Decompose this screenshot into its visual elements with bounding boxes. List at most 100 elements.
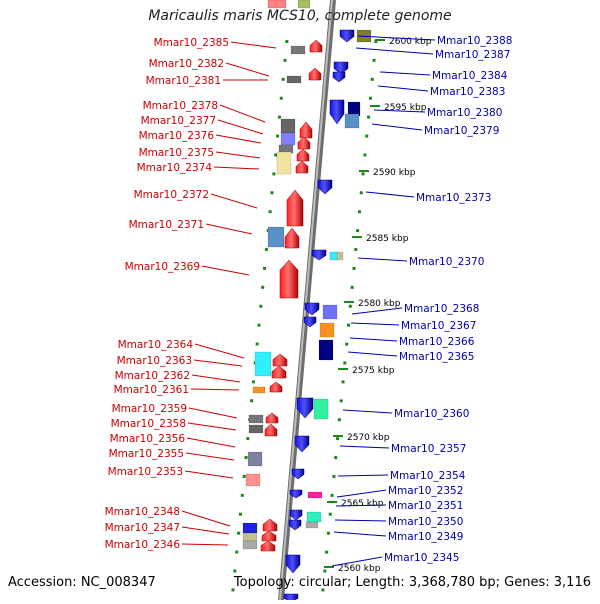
gene-leader-line xyxy=(357,35,436,41)
gene-block xyxy=(306,511,322,523)
gene-block xyxy=(305,521,319,529)
gene-label-12[interactable]: Mmar10_2364 xyxy=(118,339,194,351)
gene-label-22[interactable]: Mmar10_2347 xyxy=(105,522,180,534)
gene-block xyxy=(280,118,296,134)
backbone-highlight xyxy=(279,0,333,601)
gene-label-right-7[interactable]: Mmar10_2373 xyxy=(416,192,491,204)
gene-label-20[interactable]: Mmar10_2353 xyxy=(108,466,183,478)
forward-gene-arrow xyxy=(296,148,310,162)
gene-label-right-14[interactable]: Mmar10_2357 xyxy=(391,443,466,455)
gene-leader-line xyxy=(181,510,231,527)
gene-label-10[interactable]: Mmar10_2371 xyxy=(129,219,204,231)
gene-label-6[interactable]: Mmar10_2376 xyxy=(139,130,215,142)
gene-label-21[interactable]: Mmar10_2348 xyxy=(105,506,180,518)
gene-label-right-20[interactable]: Mmar10_2345 xyxy=(384,552,459,564)
gene-label-right-19[interactable]: Mmar10_2349 xyxy=(388,531,463,543)
ruler-tick-label: 2585 kbp xyxy=(366,234,409,244)
genome-summary: Topology: circular; Length: 3,368,780 bp… xyxy=(233,575,591,590)
forward-gene-arrow xyxy=(284,227,300,249)
gene-block xyxy=(267,0,287,9)
gene-leader-line xyxy=(205,223,253,235)
ruler-tick-label: 2560 kbp xyxy=(338,564,381,574)
gene-label-right-8[interactable]: Mmar10_2370 xyxy=(409,256,484,268)
gene-leader-line xyxy=(336,489,387,498)
gene-label-13[interactable]: Mmar10_2363 xyxy=(117,355,192,367)
ruler-tick-label: 2595 kbp xyxy=(384,103,427,113)
gene-block xyxy=(319,322,335,338)
gene-label-right-3[interactable]: Mmar10_2384 xyxy=(432,70,508,82)
gene-label-right-2[interactable]: Mmar10_2387 xyxy=(435,49,510,61)
gene-block xyxy=(280,132,296,146)
gene-label-23[interactable]: Mmar10_2346 xyxy=(105,539,181,551)
gene-label-right-1[interactable]: Mmar10_2388 xyxy=(437,35,512,47)
gene-block xyxy=(313,398,329,420)
gene-label-8[interactable]: Mmar10_2374 xyxy=(137,162,213,174)
gene-leader-line xyxy=(188,407,238,419)
reverse-gene-arrow xyxy=(291,468,305,480)
forward-gene-arrow xyxy=(264,423,278,437)
gene-label-right-10[interactable]: Mmar10_2367 xyxy=(401,320,476,332)
gene-label-right-17[interactable]: Mmar10_2351 xyxy=(388,500,463,512)
reverse-gene-arrow xyxy=(317,179,333,195)
gene-label-right-5[interactable]: Mmar10_2380 xyxy=(427,107,502,119)
forward-gene-arrow xyxy=(299,121,313,139)
gene-leader-line xyxy=(355,47,434,55)
gene-label-1[interactable]: Mmar10_2385 xyxy=(154,37,229,49)
accession-label: Accession: NC_008347 xyxy=(8,575,156,590)
gene-leader-line xyxy=(351,307,403,315)
gene-label-14[interactable]: Mmar10_2362 xyxy=(115,370,190,382)
left-strand-features: Mmar10_2385 Mmar10_2382 Mmar10_2381 Mmar10_… xyxy=(105,37,277,551)
gene-label-4[interactable]: Mmar10_2378 xyxy=(143,100,218,112)
gene-label-5[interactable]: Mmar10_2377 xyxy=(141,115,216,127)
gene-leader-line xyxy=(201,265,250,276)
gene-leader-line xyxy=(186,437,236,448)
gene-block xyxy=(322,304,338,320)
gene-label-right-18[interactable]: Mmar10_2350 xyxy=(388,516,463,528)
forward-gene-arrow xyxy=(308,67,322,81)
gene-label-19[interactable]: Mmar10_2355 xyxy=(109,448,184,460)
gene-label-right-15[interactable]: Mmar10_2354 xyxy=(390,470,466,482)
reverse-gene-arrow xyxy=(285,554,301,574)
gene-label-16[interactable]: Mmar10_2359 xyxy=(112,403,187,415)
ruler-tick-label: 2580 kbp xyxy=(358,299,401,309)
gene-leader-line xyxy=(334,519,387,522)
gene-block xyxy=(247,451,263,467)
forward-gene-arrow xyxy=(286,189,304,227)
gene-label-17[interactable]: Mmar10_2358 xyxy=(111,418,186,430)
reverse-gene-arrow xyxy=(303,316,317,328)
gene-label-15[interactable]: Mmar10_2361 xyxy=(114,384,189,396)
gene-label-right-11[interactable]: Mmar10_2366 xyxy=(399,336,475,348)
gene-label-9[interactable]: Mmar10_2372 xyxy=(134,189,209,201)
gene-label-right-12[interactable]: Mmar10_2365 xyxy=(399,351,474,363)
ruler-tick-label: 2590 kbp xyxy=(373,168,416,178)
gene-block xyxy=(344,113,360,129)
forward-gene-arrow xyxy=(309,39,323,53)
gene-leader-line xyxy=(225,62,270,77)
gene-label-right-16[interactable]: Mmar10_2352 xyxy=(388,485,463,497)
gene-label-right-13[interactable]: Mmar10_2360 xyxy=(394,408,469,420)
reverse-gene-arrow xyxy=(283,593,299,603)
gene-label-right-6[interactable]: Mmar10_2379 xyxy=(424,125,499,137)
gene-label-2[interactable]: Mmar10_2382 xyxy=(149,58,224,70)
gene-label-7[interactable]: Mmar10_2375 xyxy=(139,147,214,159)
gene-block xyxy=(242,540,258,550)
gene-leader-line xyxy=(379,71,431,76)
gene-leader-line xyxy=(181,543,229,546)
gene-leader-line xyxy=(357,257,408,262)
gene-label-right-9[interactable]: Mmar10_2368 xyxy=(404,303,479,315)
gene-leader-line xyxy=(377,85,429,92)
gene-label-right-4[interactable]: Mmar10_2383 xyxy=(430,86,505,98)
gene-leader-line xyxy=(339,445,390,449)
gene-leader-line xyxy=(373,109,426,113)
gene-label-11[interactable]: Mmar10_2369 xyxy=(125,261,200,273)
reverse-gene-arrow xyxy=(296,397,314,419)
gene-block xyxy=(254,351,272,377)
gene-block xyxy=(290,45,306,55)
gene-label-3[interactable]: Mmar10_2381 xyxy=(146,75,221,87)
ruler-tick-label: 2575 kbp xyxy=(352,366,395,376)
gene-leader-line xyxy=(217,119,264,135)
gene-leader-line xyxy=(187,422,237,431)
gene-label-18[interactable]: Mmar10_2356 xyxy=(110,433,186,445)
reverse-gene-arrow xyxy=(288,519,302,531)
gene-leader-line xyxy=(349,337,398,342)
